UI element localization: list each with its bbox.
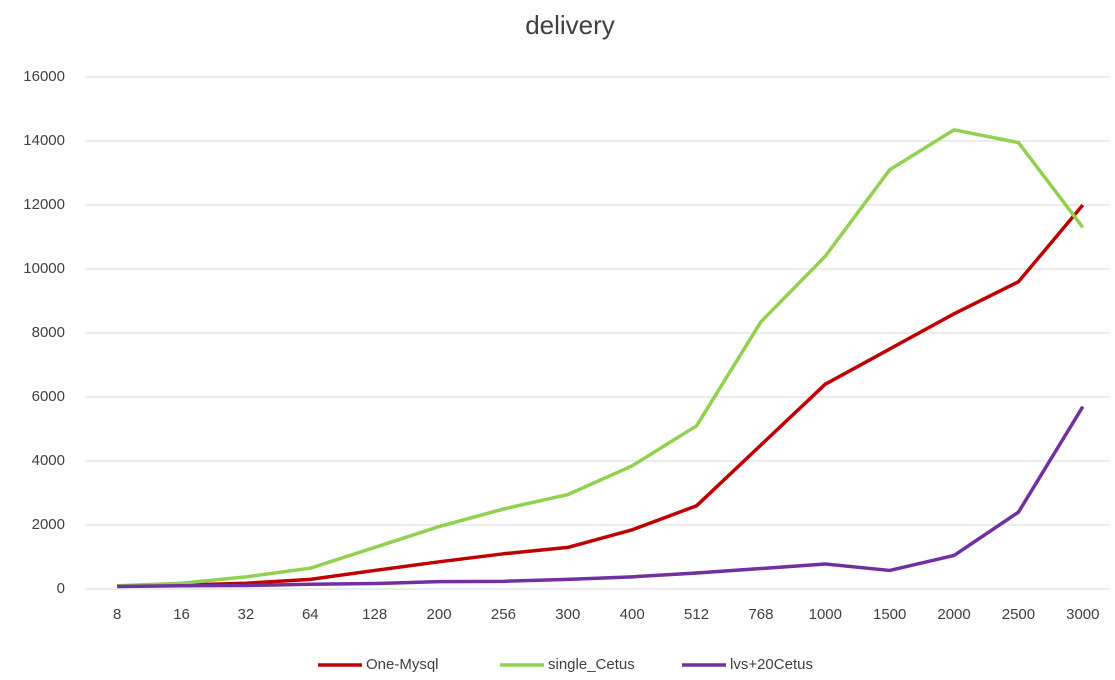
y-tick-label: 10000 (23, 260, 65, 277)
y-tick-label: 0 (57, 580, 65, 597)
x-tick-label: 16 (173, 606, 190, 623)
chart-title: delivery (525, 10, 615, 40)
y-tick-label: 8000 (32, 324, 65, 341)
x-tick-label: 1000 (809, 606, 842, 623)
x-tick-label: 512 (684, 606, 709, 623)
x-tick-label: 64 (302, 606, 319, 623)
x-tick-label: 3000 (1066, 606, 1099, 623)
y-tick-label: 4000 (32, 452, 65, 469)
y-tick-label: 12000 (23, 196, 65, 213)
x-tick-label: 2500 (1002, 606, 1035, 623)
legend-label: One-Mysql (366, 656, 439, 673)
x-tick-label: 768 (748, 606, 773, 623)
x-tick-label: 32 (238, 606, 255, 623)
x-tick-label: 8 (113, 606, 121, 623)
line-series (117, 128, 1085, 588)
legend-label: lvs+20Cetus (730, 656, 813, 673)
x-tick-label: 2000 (937, 606, 970, 623)
x-tick-label: 300 (555, 606, 580, 623)
y-tick-label: 2000 (32, 516, 65, 533)
line-series (117, 203, 1085, 588)
y-tick-label: 14000 (23, 132, 65, 149)
y-tick-label: 6000 (32, 388, 65, 405)
x-tick-label: 400 (620, 606, 645, 623)
x-tick-label: 1500 (873, 606, 906, 623)
legend-label: single_Cetus (548, 656, 635, 673)
x-tick-label: 200 (427, 606, 452, 623)
y-tick-label: 16000 (23, 68, 65, 85)
x-tick-label: 128 (362, 606, 387, 623)
x-tick-label: 256 (491, 606, 516, 623)
line-series (117, 405, 1085, 589)
